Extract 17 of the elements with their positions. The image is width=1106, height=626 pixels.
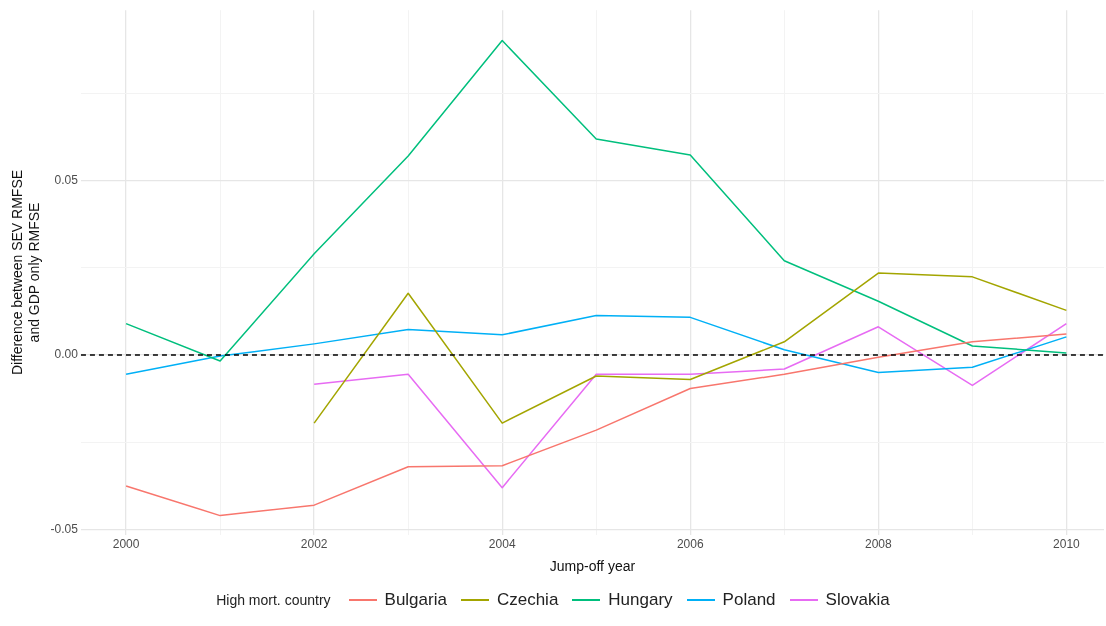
legend-title: High mort. country [216, 592, 331, 608]
legend-label: Hungary [608, 590, 673, 610]
x-axis-title: Jump-off year [549, 558, 636, 575]
legend-label: Bulgaria [384, 590, 447, 610]
y-tick-label: 0.00 [54, 347, 79, 362]
x-tick-label: 2006 [676, 537, 704, 552]
legend-label: Poland [722, 590, 776, 610]
x-tick-label: 2004 [488, 537, 516, 552]
x-tick-label: 2002 [300, 537, 328, 552]
legend-label: Czechia [496, 590, 559, 610]
y-tick-label: 0.05 [54, 172, 79, 187]
y-axis-title: Difference between SEV RMFSE and GDP only RMFSE [9, 169, 43, 376]
y-tick-label: -0.05 [50, 521, 79, 536]
x-tick-label: 2010 [1053, 537, 1081, 552]
x-tick-label: 2000 [112, 537, 140, 552]
legend-label: Slovakia [825, 590, 890, 610]
x-tick-label: 2008 [864, 537, 892, 552]
